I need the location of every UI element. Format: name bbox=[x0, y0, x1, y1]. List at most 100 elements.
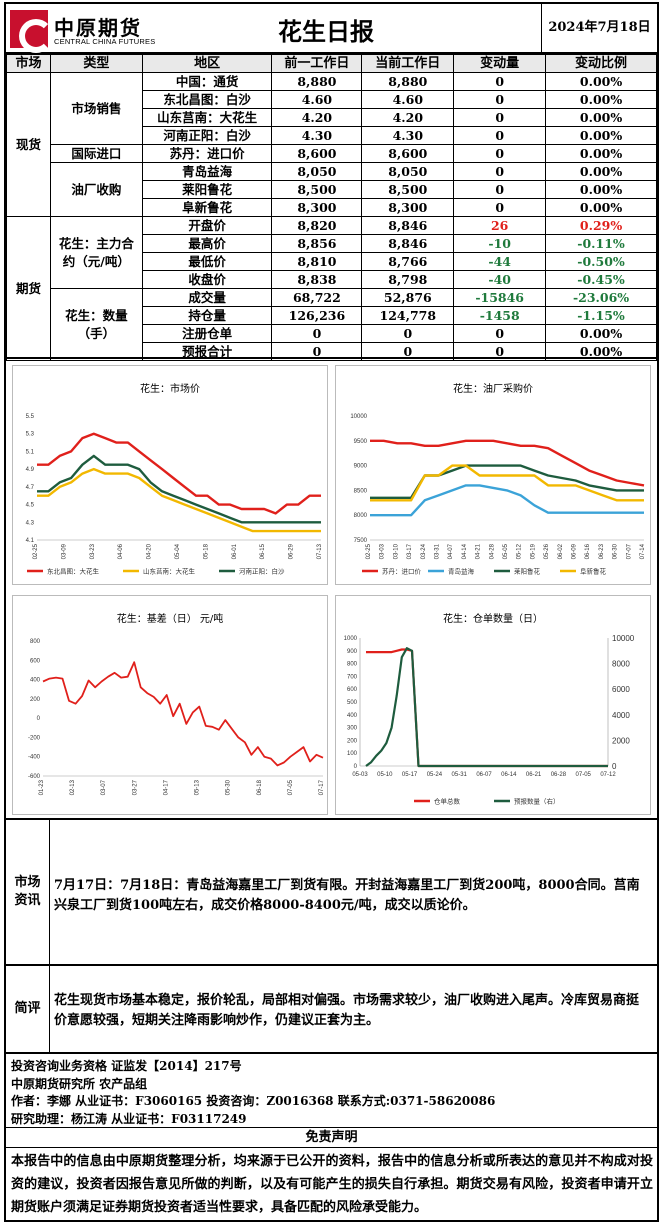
y2-tick-label: 4000 bbox=[612, 711, 630, 720]
type-cell: 花生：主力合约（元/吨） bbox=[49, 216, 143, 289]
table-row: 持仓量 126,236 124,778 -1458 -1.15% bbox=[7, 306, 657, 325]
table-row: 花生：数量（手） 成交量 68,722 52,876 -15846 -23.06% bbox=[7, 288, 657, 361]
change-pct-cell: 0.00% bbox=[545, 90, 657, 109]
y-tick-label: 9000 bbox=[354, 464, 368, 470]
y-tick-label: 400 bbox=[347, 713, 358, 719]
curr-value-cell: 8,500 bbox=[361, 180, 455, 199]
chart-title: 花生：仓单数量（日） bbox=[443, 614, 543, 625]
change-cell: 0 bbox=[453, 162, 547, 181]
x-tick-label: 07-12 bbox=[600, 772, 616, 778]
x-tick-label: 04-17 bbox=[163, 779, 169, 795]
curr-value-cell: 4.30 bbox=[361, 126, 455, 145]
col-header: 变动量 bbox=[453, 54, 547, 73]
curr-value-cell: 52,876 bbox=[361, 288, 455, 307]
y-tick-label: -600 bbox=[28, 774, 41, 780]
table-row: 国际进口 苏丹：进口价 8,600 8,600 0 0.00% bbox=[7, 144, 657, 163]
region-cell: 东北昌图：白沙 bbox=[141, 90, 273, 109]
y-tick-label: 4.1 bbox=[26, 538, 35, 544]
region-cell: 苏丹：进口价 bbox=[141, 144, 273, 163]
y-tick-label: 4.9 bbox=[26, 467, 35, 473]
table-row: 河南正阳：白沙 4.30 4.30 0 0.00% bbox=[7, 126, 657, 145]
y-tick-label: 800 bbox=[347, 662, 358, 668]
y2-tick-label: 2000 bbox=[612, 736, 630, 745]
x-tick-label: 03-23 bbox=[90, 543, 96, 559]
x-tick-label: 04-07 bbox=[448, 543, 454, 559]
prev-value-cell: 8,856 bbox=[271, 234, 363, 253]
prev-value-cell: 8,880 bbox=[271, 72, 363, 91]
x-tick-label: 06-15 bbox=[260, 543, 266, 559]
y-tick-label: 300 bbox=[347, 726, 358, 732]
change-cell: 0 bbox=[453, 72, 547, 91]
x-tick-label: 02-13 bbox=[70, 779, 76, 795]
region-cell: 持仓量 bbox=[141, 306, 273, 325]
table-row: 现货 市场销售 中国：通货 8,880 8,880 0 0.00% bbox=[6, 72, 657, 217]
comment-text: 花生现货市场基本稳定，报价轮乱，局部相对偏强。市场需求较少，油厂收购进入尾声。冷… bbox=[54, 993, 640, 1028]
author-info: 投资咨询业务资格 证监发【2014】217号 中原期货研究所 农产品组 作者：李… bbox=[6, 1054, 657, 1128]
y-tick-label: 4.3 bbox=[26, 520, 35, 526]
disclaimer-title: 免责声明 bbox=[6, 1128, 657, 1148]
region-cell: 开盘价 bbox=[141, 216, 273, 235]
legend-label: 河南正阳：白沙 bbox=[239, 567, 285, 576]
region-cell: 预报合计 bbox=[141, 342, 273, 361]
change-pct-cell: -0.45% bbox=[545, 270, 657, 289]
change-pct-cell: 0.00% bbox=[545, 324, 657, 343]
x-tick-label: 03-03 bbox=[380, 543, 386, 559]
prev-value-cell: 8,810 bbox=[271, 252, 363, 271]
y-tick-label: 4.7 bbox=[26, 485, 35, 491]
y-tick-label: 900 bbox=[347, 649, 358, 655]
series-line bbox=[42, 661, 324, 767]
chart-title: 花生：市场价 bbox=[140, 384, 200, 395]
region-cell: 河南正阳：白沙 bbox=[141, 126, 273, 145]
change-cell: 0 bbox=[453, 198, 547, 217]
chart-basis: 花生：基差（日） 元/吨 800 600 400 200 0 -200 -400 -600 01… bbox=[12, 595, 328, 815]
legend-label: 仓单总数 bbox=[434, 797, 461, 806]
x-tick-label: 05-12 bbox=[517, 543, 523, 559]
y-tick-label: 5.1 bbox=[26, 449, 35, 455]
legend-label: 青岛益海 bbox=[448, 567, 475, 576]
change-cell: 0 bbox=[453, 144, 547, 163]
series-line bbox=[37, 432, 321, 515]
comment-section: 简评 花生现货市场基本稳定，报价轮乱，局部相对偏强。市场需求较少，油厂收购进入尾… bbox=[6, 966, 657, 1054]
series-line bbox=[37, 454, 321, 524]
series-line bbox=[365, 647, 608, 768]
y-tick-label: 700 bbox=[347, 674, 358, 680]
change-cell: 0 bbox=[453, 126, 547, 145]
y-tick-label: 8000 bbox=[354, 513, 368, 519]
x-tick-label: 03-07 bbox=[101, 779, 107, 795]
col-header: 地区 bbox=[141, 54, 273, 73]
x-tick-label: 06-07 bbox=[476, 772, 492, 778]
x-tick-label: 05-17 bbox=[402, 772, 418, 778]
y-tick-label: 100 bbox=[347, 751, 358, 757]
y-tick-label: 0 bbox=[37, 716, 41, 722]
prev-value-cell: 4.20 bbox=[271, 108, 363, 127]
y-tick-label: 0 bbox=[354, 764, 358, 770]
x-tick-label: 04-14 bbox=[462, 543, 468, 559]
x-tick-label: 04-06 bbox=[118, 543, 124, 559]
y-tick-label: 400 bbox=[30, 678, 41, 684]
report-page: 中原期货 CENTRAL CHINA FUTURES 花生日报 2024年7月1… bbox=[4, 2, 659, 1222]
x-tick-label: 07-07 bbox=[626, 543, 632, 559]
x-tick-label: 03-17 bbox=[407, 543, 413, 559]
x-tick-label: 06-21 bbox=[526, 772, 542, 778]
curr-value-cell: 8,300 bbox=[361, 198, 455, 217]
change-pct-cell: 0.00% bbox=[545, 108, 657, 127]
change-pct-cell: -1.15% bbox=[545, 306, 657, 325]
y-tick-label: 9500 bbox=[354, 439, 368, 445]
prev-value-cell: 4.60 bbox=[271, 90, 363, 109]
curr-value-cell: 8,798 bbox=[361, 270, 455, 289]
market-news-text: 7月17日：7月18日：青岛益海嘉里工厂到货有限。开封益海嘉里工厂到货200吨，… bbox=[54, 878, 640, 913]
series-line bbox=[370, 439, 645, 487]
change-cell: -44 bbox=[453, 252, 547, 271]
change-pct-cell: 0.00% bbox=[545, 72, 657, 91]
y-tick-label: 10000 bbox=[350, 414, 367, 420]
change-pct-cell: 0.29% bbox=[545, 216, 657, 235]
y-tick-label: 600 bbox=[347, 687, 358, 693]
prev-value-cell: 8,820 bbox=[271, 216, 363, 235]
y-tick-label: 7500 bbox=[354, 538, 368, 544]
y-tick-label: 5.3 bbox=[26, 432, 35, 438]
prev-value-cell: 4.30 bbox=[271, 126, 363, 145]
y-tick-label: 800 bbox=[30, 639, 41, 645]
curr-value-cell: 0 bbox=[361, 324, 455, 343]
change-pct-cell: 0.00% bbox=[545, 144, 657, 163]
